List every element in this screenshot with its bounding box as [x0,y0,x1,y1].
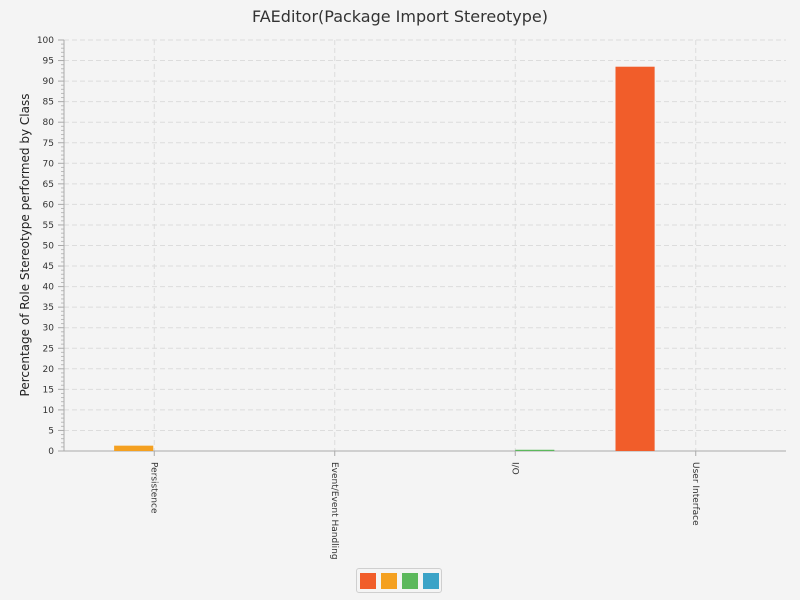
y-tick-label: 55 [43,221,54,231]
legend-swatch-3 [401,572,418,589]
axes [58,39,786,456]
legend-swatch-4 [422,572,439,589]
y-tick-label: 40 [43,283,55,293]
y-tick-label: 30 [43,324,55,334]
bar-series3-i-o [515,449,555,451]
chart-title: FAEditor(Package Import Stereotype) [252,7,548,26]
y-tick-label: 80 [43,118,55,128]
legend [356,568,442,593]
y-tick-label: 75 [43,139,54,149]
y-tick-label: 90 [43,77,55,87]
y-tick-label: 10 [43,406,55,416]
y-tick-label: 15 [43,385,54,395]
gridlines [64,39,786,451]
y-tick-label: 35 [43,303,54,313]
x-category-label: Event/Event Handling [329,462,339,560]
legend-swatch-2 [380,572,397,589]
y-tick-label: 0 [48,447,54,457]
labels: 0 5 10 15 20 25 30 35 40 45 50 55 60 65 70 75 80 85 90 95 10… [37,36,700,560]
y-tick-label: 60 [43,200,55,210]
y-tick-label: 50 [43,242,55,252]
x-category-label: I/O [509,462,519,475]
x-category-label: User Interface [690,462,700,526]
bar-series1-user-interface [615,66,655,452]
y-tick-label: 100 [37,36,54,46]
y-tick-label: 45 [43,262,54,272]
bar-series2-persistence [114,445,154,451]
x-category-label: Persistence [148,462,158,514]
y-tick-label: 85 [43,98,54,108]
y-tick-label: 25 [43,344,54,354]
y-axis-label: Percentage of Role Stereotype performed … [18,94,32,397]
y-tick-label: 20 [43,365,55,375]
y-tick-label: 95 [43,57,54,67]
bars [114,66,655,452]
legend-swatch-1 [359,572,376,589]
y-tick-label: 65 [43,180,54,190]
y-tick-label: 5 [48,426,54,436]
y-tick-label: 70 [43,159,55,169]
